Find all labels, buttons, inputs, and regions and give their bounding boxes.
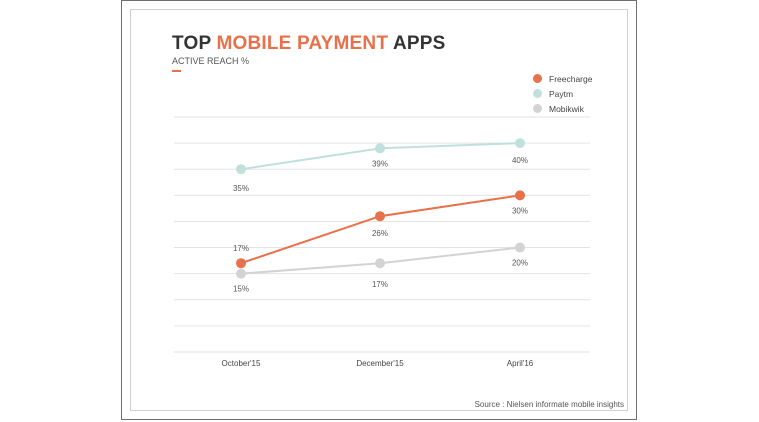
data-point-paytm [515, 138, 525, 149]
data-point-paytm [236, 164, 246, 175]
legend-dot-mobikwik [533, 104, 542, 113]
data-point-freecharge [515, 190, 525, 201]
data-label-freecharge: 30% [512, 206, 528, 215]
data-label-mobikwik: 15% [233, 285, 249, 294]
chart-frame: TOP MOBILE PAYMENT APPS ACTIVE REACH % F… [121, 0, 637, 420]
line-chart-plot: October'15 December'15 April'16 35% 39% 40% 15… [174, 116, 590, 368]
chart-inner-border [130, 9, 628, 411]
legend-label-mobikwik: Mobikwik [549, 103, 584, 114]
legend-item-freecharge: Freecharge [533, 71, 592, 86]
title-highlight: MOBILE PAYMENT [216, 33, 389, 54]
data-label-mobikwik: 17% [372, 280, 388, 289]
legend-item-mobikwik: Mobikwik [533, 101, 592, 116]
x-tick-label: April'16 [507, 359, 534, 368]
data-point-freecharge [236, 258, 246, 269]
data-label-freecharge: 26% [372, 229, 388, 238]
title-part2: APPS [388, 33, 446, 54]
source-note: Source : Nielsen informate mobile insigh… [474, 400, 624, 409]
data-label-paytm: 39% [372, 159, 388, 168]
chart-subtitle: ACTIVE REACH % [172, 56, 250, 66]
accent-bar [172, 70, 181, 72]
data-point-paytm [375, 143, 385, 154]
data-point-mobikwik [515, 242, 525, 253]
data-point-mobikwik [236, 268, 246, 279]
chart-title: TOP MOBILE PAYMENT APPS [172, 33, 446, 55]
legend-label-freecharge: Freecharge [549, 73, 593, 84]
data-point-freecharge [375, 211, 385, 222]
x-tick-label: December'15 [356, 359, 404, 368]
legend-item-paytm: Paytm [533, 86, 592, 101]
x-tick-label: October'15 [222, 359, 261, 368]
data-label-mobikwik: 20% [512, 259, 528, 268]
legend-dot-freecharge [533, 74, 542, 83]
data-point-mobikwik [375, 258, 385, 269]
legend-label-paytm: Paytm [549, 88, 574, 99]
data-label-paytm: 35% [233, 184, 249, 193]
data-label-paytm: 40% [512, 156, 528, 165]
title-part1: TOP [172, 33, 217, 54]
data-label-freecharge: 17% [233, 244, 249, 253]
legend-dot-paytm [533, 89, 542, 98]
legend: Freecharge Paytm Mobikwik [533, 71, 592, 116]
